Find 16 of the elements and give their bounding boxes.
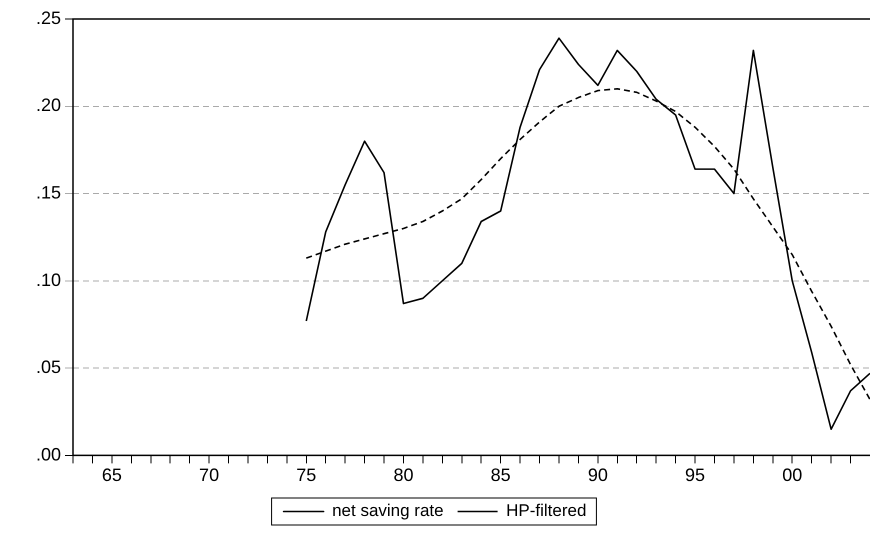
x-tick-label: 65 <box>102 465 122 486</box>
legend-label: HP-filtered <box>506 501 586 520</box>
x-tick-label: 80 <box>393 465 414 486</box>
y-tick-label: .25 <box>36 8 61 28</box>
y-tick-label: .05 <box>36 357 61 378</box>
x-tick-label: 70 <box>199 465 220 486</box>
y-tick-label: .15 <box>36 182 61 203</box>
x-tick-label: 00 <box>782 465 802 486</box>
x-tick-label: 95 <box>685 465 706 486</box>
x-tick-label: 85 <box>490 465 511 486</box>
x-tick-label: 90 <box>588 465 608 486</box>
y-tick-label: .20 <box>36 95 61 116</box>
legend-label: net saving rate <box>332 501 444 520</box>
x-tick-label: 75 <box>296 465 316 486</box>
y-tick-label: .10 <box>36 270 61 290</box>
y-tick-label: .00 <box>36 444 61 464</box>
